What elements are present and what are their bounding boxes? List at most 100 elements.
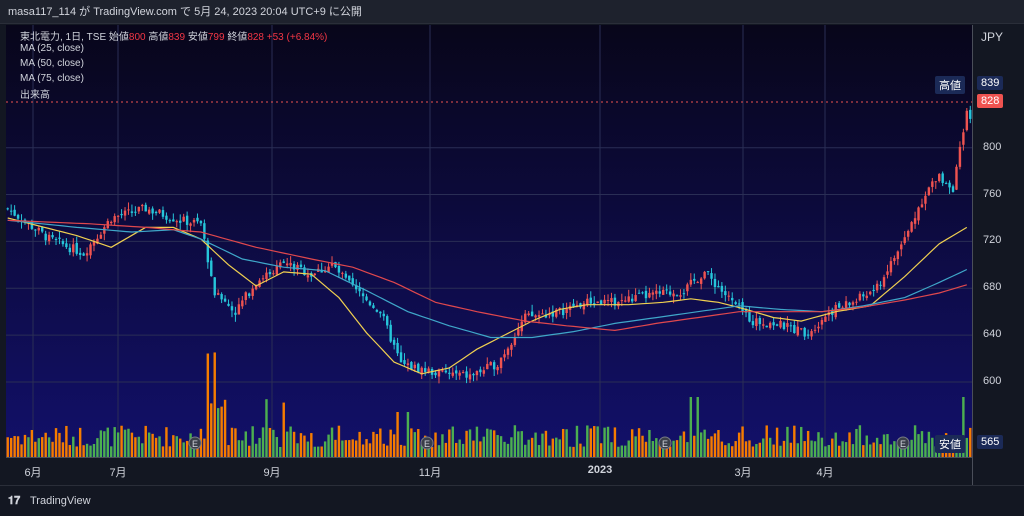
candle-body xyxy=(275,265,279,275)
candle-body xyxy=(251,288,254,296)
volume-bar xyxy=(399,444,403,457)
legend-ma75[interactable]: MA (75, close) xyxy=(20,73,84,84)
candle-body xyxy=(758,318,762,325)
volume-bar xyxy=(351,439,354,457)
candle-body xyxy=(779,320,782,328)
candle-body xyxy=(793,325,796,334)
time-axis[interactable]: 6月 7月 9月 11月 2023 3月 4月 xyxy=(6,457,972,486)
earnings-marker-label: E xyxy=(192,439,198,449)
candle-body xyxy=(344,273,348,278)
candle-body xyxy=(689,279,693,285)
volume-bar xyxy=(634,436,637,457)
candle-body xyxy=(341,272,344,274)
volume-bar xyxy=(113,427,116,457)
candle-body xyxy=(361,293,365,297)
candle-body xyxy=(841,307,844,309)
candle-body xyxy=(279,262,282,268)
candle-body xyxy=(534,315,537,318)
volume-bar xyxy=(475,426,479,457)
candle-body xyxy=(16,214,20,219)
candle-body xyxy=(737,303,741,305)
candle-body xyxy=(72,244,75,253)
legend-ma25[interactable]: MA (25, close) xyxy=(20,43,84,54)
candle-body xyxy=(396,342,399,354)
volume-bar xyxy=(89,445,92,457)
volume-bar xyxy=(900,443,903,457)
candle-body xyxy=(527,313,530,315)
candle-body xyxy=(437,369,441,377)
legend-ma50[interactable]: MA (50, close) xyxy=(20,58,84,69)
volume-bar xyxy=(313,446,316,457)
candle-body xyxy=(548,313,551,316)
candle-body xyxy=(634,295,637,302)
volume-bar xyxy=(16,436,20,457)
volume-bar xyxy=(434,432,437,457)
candle-body xyxy=(851,302,855,305)
candle-body xyxy=(420,367,423,375)
earnings-marker-label: E xyxy=(424,439,430,449)
candle-body xyxy=(185,215,189,225)
volume-bar xyxy=(668,446,672,457)
volume-bar xyxy=(613,427,617,457)
candle-body xyxy=(13,209,16,216)
candle-body xyxy=(372,305,375,308)
volume-bar xyxy=(527,439,530,457)
time-tick-label: 4月 xyxy=(816,467,834,479)
legend-volume[interactable]: 出来高 xyxy=(20,90,50,101)
earnings-marker-icon xyxy=(896,436,910,450)
candle-body xyxy=(58,237,61,239)
candle-body xyxy=(672,293,675,297)
volume-bar xyxy=(775,427,779,457)
candle-body xyxy=(44,233,47,241)
volume-bar xyxy=(6,437,9,457)
candle-body xyxy=(703,271,706,279)
volume-bar xyxy=(496,435,499,457)
candle-body xyxy=(6,208,9,210)
candle-body xyxy=(796,326,799,336)
candle-body xyxy=(665,289,668,291)
volume-bar xyxy=(185,440,189,457)
candle-body xyxy=(934,181,937,183)
volume-bar xyxy=(858,425,862,457)
volume-bar xyxy=(486,428,489,457)
candle-body xyxy=(334,261,337,268)
volume-bar xyxy=(292,431,296,457)
volume-bar xyxy=(755,444,758,457)
volume-bar xyxy=(379,428,382,457)
candle-body xyxy=(351,278,354,286)
volume-bar xyxy=(848,432,851,457)
candle-body xyxy=(489,362,492,366)
candle-body xyxy=(261,278,265,280)
volume-bar xyxy=(182,442,185,457)
volume-bar xyxy=(793,425,796,457)
volume-bar xyxy=(827,445,831,457)
candle-body xyxy=(882,277,886,287)
price-axis[interactable]: JPY 600 640 680 720 760 800 高値 839 828 安値 565 xyxy=(935,25,1024,485)
volume-bar xyxy=(289,426,292,457)
candle-body xyxy=(89,244,92,256)
volume-bar xyxy=(541,433,544,457)
candle-body xyxy=(475,371,479,376)
candle-body xyxy=(241,300,244,307)
volume-bar xyxy=(96,438,99,457)
candle-body xyxy=(644,290,648,299)
volume-bar xyxy=(396,412,399,457)
candle-body xyxy=(641,292,644,294)
candle-body xyxy=(144,204,147,212)
volume-bar xyxy=(382,443,385,457)
candle-body xyxy=(765,325,768,328)
volume-bar xyxy=(130,432,134,457)
candle-body xyxy=(234,312,237,315)
volume-bar xyxy=(248,445,251,457)
volume-bar xyxy=(872,442,875,457)
candle-body xyxy=(955,166,958,190)
candle-body xyxy=(586,298,589,306)
volume-bar xyxy=(410,428,413,457)
volume-bar xyxy=(731,446,734,457)
candle-body xyxy=(768,322,772,328)
volume-bar xyxy=(548,445,551,457)
volume-bar xyxy=(479,441,482,457)
candle-body xyxy=(561,309,565,316)
